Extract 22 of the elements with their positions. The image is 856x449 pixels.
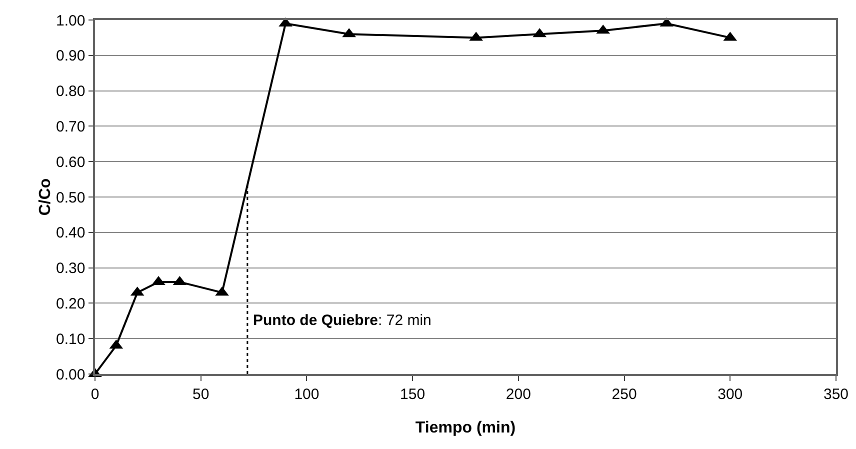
y-tick-label: 0.90 [56,48,86,65]
y-tick-label: 0.70 [56,118,86,136]
x-tick-label: 200 [506,386,531,403]
x-tick-label: 150 [400,386,426,403]
x-axis-title: Tiempo (min) [415,420,516,436]
x-tick-label: 350 [823,386,849,403]
x-tick-label: 0 [90,386,100,403]
y-tick-label: 0.50 [56,189,86,206]
y-tick-label: 0.30 [56,260,86,278]
y-tick-label: 0.00 [56,366,86,384]
x-tick-label: 250 [612,386,637,403]
x-tick-label: 50 [192,386,210,403]
y-tick-label: 0.10 [56,330,86,348]
y-tick-label: 0.60 [56,154,86,171]
ref-line-label: Punto de Quiebre: 72 min [253,312,432,329]
y-axis-title: C/Co [37,178,54,216]
x-tick-label: 100 [294,386,320,403]
x-tick-label: 300 [718,386,743,403]
y-tick-label: 0.40 [56,224,86,242]
y-tick-label: 0.20 [56,295,86,312]
y-tick-label: 0.80 [56,83,86,100]
y-tick-label: 1.00 [56,12,86,30]
